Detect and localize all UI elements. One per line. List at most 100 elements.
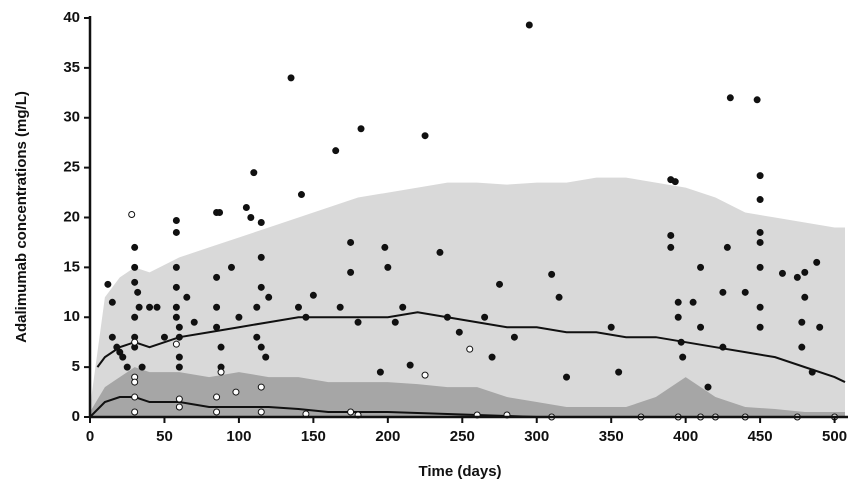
data-point	[257, 383, 265, 391]
data-point	[108, 333, 116, 341]
data-point	[443, 313, 451, 321]
data-point	[336, 303, 344, 311]
data-point	[175, 323, 183, 331]
x-tick-label: 350	[599, 428, 624, 445]
data-point	[741, 288, 749, 296]
data-point	[253, 333, 261, 341]
data-point	[813, 258, 821, 266]
y-tick-label: 30	[63, 109, 80, 126]
data-point	[798, 343, 806, 351]
data-point	[213, 323, 221, 331]
data-point	[801, 268, 809, 276]
data-point	[756, 238, 764, 246]
data-point	[381, 243, 389, 251]
data-point	[175, 363, 183, 371]
data-point	[756, 172, 764, 180]
data-point	[347, 238, 355, 246]
data-point	[723, 243, 731, 251]
data-point	[172, 303, 180, 311]
data-point	[671, 178, 679, 186]
data-point	[674, 298, 682, 306]
data-point	[354, 318, 362, 326]
data-point	[406, 361, 414, 369]
data-point	[119, 353, 127, 361]
data-point	[216, 209, 224, 217]
data-point	[257, 283, 265, 291]
data-point	[232, 388, 240, 396]
data-point	[160, 333, 168, 341]
data-point	[131, 408, 139, 416]
data-point	[242, 204, 250, 212]
data-point	[297, 191, 305, 199]
data-point	[172, 228, 180, 236]
data-point	[217, 343, 225, 351]
data-point	[172, 263, 180, 271]
data-point	[131, 313, 139, 321]
data-point	[213, 273, 221, 281]
data-point	[798, 318, 806, 326]
data-point	[253, 303, 261, 311]
data-point	[113, 343, 121, 351]
x-tick-label: 300	[524, 428, 549, 445]
data-point	[801, 293, 809, 301]
data-point	[488, 353, 496, 361]
data-point	[808, 368, 816, 376]
data-point	[615, 368, 623, 376]
data-point	[235, 313, 243, 321]
x-tick-label: 50	[156, 428, 173, 445]
data-point	[697, 263, 705, 271]
data-point	[172, 313, 180, 321]
x-tick-label: 0	[86, 428, 94, 445]
data-point	[689, 298, 697, 306]
data-point	[309, 291, 317, 299]
data-point	[247, 214, 255, 221]
data-point	[108, 298, 116, 306]
data-point	[175, 403, 183, 411]
data-point	[265, 293, 273, 301]
data-point	[756, 263, 764, 271]
x-tick-label: 450	[748, 428, 773, 445]
y-tick-label: 25	[63, 159, 80, 176]
y-tick-label: 0	[72, 408, 80, 425]
data-point	[719, 343, 727, 351]
data-point	[376, 368, 384, 376]
data-point	[563, 373, 571, 381]
data-point	[131, 393, 139, 401]
data-point	[172, 216, 180, 224]
data-point	[213, 393, 221, 401]
data-point	[213, 303, 221, 311]
data-point	[175, 395, 183, 403]
data-point	[719, 288, 727, 296]
data-point	[131, 278, 139, 286]
data-point	[347, 268, 355, 276]
data-point	[257, 343, 265, 351]
data-point	[697, 323, 705, 331]
data-point	[217, 368, 225, 376]
data-point	[332, 147, 340, 155]
data-point	[525, 21, 533, 29]
data-point	[421, 132, 429, 140]
data-point	[131, 263, 139, 271]
data-point	[607, 323, 615, 331]
y-axis-label: Adalimumab concentrations (mg/L)	[13, 91, 30, 343]
prediction-band	[90, 367, 845, 417]
data-point	[756, 323, 764, 331]
data-point	[287, 74, 295, 82]
data-point	[104, 280, 112, 288]
data-point	[399, 303, 407, 311]
data-point	[555, 293, 563, 301]
x-tick-label: 500	[822, 428, 847, 445]
data-point	[816, 323, 824, 331]
data-point	[128, 211, 136, 219]
data-point	[793, 273, 801, 281]
data-point	[674, 313, 682, 321]
y-tick-label: 35	[63, 59, 80, 76]
data-point	[481, 313, 489, 321]
data-point	[257, 253, 265, 261]
data-point	[134, 288, 142, 296]
data-point	[183, 293, 191, 301]
y-tick-label: 10	[63, 308, 80, 325]
x-tick-label: 400	[673, 428, 698, 445]
x-tick-label: 100	[226, 428, 251, 445]
